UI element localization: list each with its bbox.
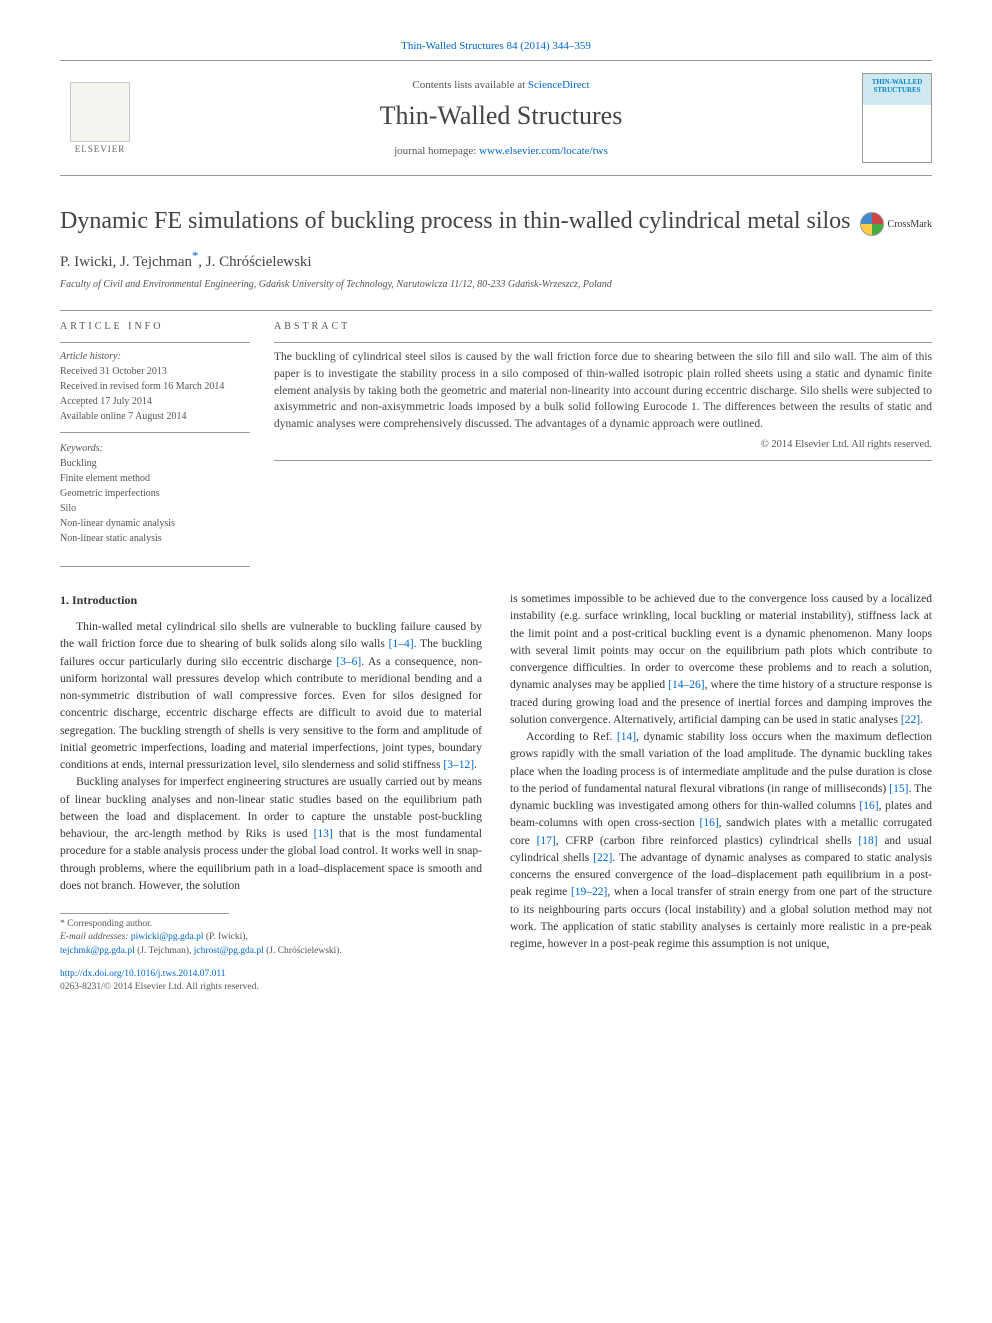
citation-ref[interactable]: [14] <box>617 731 636 743</box>
citation-ref[interactable]: [16] <box>700 817 719 829</box>
corresponding-footnote: * Corresponding author. E-mail addresses… <box>60 918 482 958</box>
paragraph: According to Ref. [14], dynamic stabilit… <box>510 729 932 953</box>
journal-homepage: journal homepage: www.elsevier.com/locat… <box>140 145 862 157</box>
publisher-logo: ELSEVIER <box>60 78 140 158</box>
author-email[interactable]: piwicki@pg.gda.pl <box>131 932 204 942</box>
section-heading: 1. Introduction <box>60 591 482 609</box>
keyword: Finite element method <box>60 473 150 484</box>
citation-ref[interactable]: [17] <box>537 835 556 847</box>
abstract-column: ABSTRACT The buckling of cylindrical ste… <box>274 321 932 546</box>
citation-ref[interactable]: [22] <box>593 852 612 864</box>
article-history: Article history: Received 31 October 201… <box>60 349 250 433</box>
keyword: Non-linear dynamic analysis <box>60 518 175 529</box>
divider <box>274 460 932 461</box>
article-title: Dynamic FE simulations of buckling proce… <box>60 206 932 237</box>
citation-ref[interactable]: [13] <box>314 828 333 840</box>
keyword: Non-linear static analysis <box>60 533 162 544</box>
keyword: Buckling <box>60 458 97 469</box>
citation-ref[interactable]: [15] <box>889 783 908 795</box>
contents-prefix: Contents lists available at <box>412 79 527 91</box>
sciencedirect-link[interactable]: ScienceDirect <box>528 79 590 91</box>
citation-link[interactable]: Thin-Walled Structures 84 (2014) 344–359 <box>401 40 591 52</box>
abstract-heading: ABSTRACT <box>274 321 932 332</box>
contents-available: Contents lists available at ScienceDirec… <box>140 79 862 91</box>
doi-block: http://dx.doi.org/10.1016/j.tws.2014.07.… <box>60 968 482 995</box>
authors-leading: P. Iwicki, J. Tejchman <box>60 254 192 270</box>
email-label: E-mail addresses: <box>60 932 131 942</box>
author-email[interactable]: tejchmk@pg.gda.pl <box>60 946 135 956</box>
keyword: Silo <box>60 503 76 514</box>
footnote-separator <box>60 913 229 914</box>
received-date: Received 31 October 2013 <box>60 366 167 377</box>
doi-link[interactable]: http://dx.doi.org/10.1016/j.tws.2014.07.… <box>60 969 225 979</box>
keyword: Geometric imperfections <box>60 488 160 499</box>
affiliation: Faculty of Civil and Environmental Engin… <box>60 279 932 290</box>
keywords-block: Keywords: Buckling Finite element method… <box>60 441 250 546</box>
abstract-text: The buckling of cylindrical steel silos … <box>274 349 932 432</box>
keywords-label: Keywords: <box>60 443 103 454</box>
accepted-date: Accepted 17 July 2014 <box>60 396 152 407</box>
cover-title: THIN-WALLED STRUCTURES <box>863 74 931 94</box>
author-name-suffix: (J. Tejchman), <box>135 946 194 956</box>
homepage-prefix: journal homepage: <box>394 145 479 157</box>
online-date: Available online 7 August 2014 <box>60 411 186 422</box>
crossmark-badge[interactable]: CrossMark <box>860 212 932 236</box>
body-columns: 1. Introduction Thin-walled metal cylind… <box>60 591 932 994</box>
publisher-name: ELSEVIER <box>75 144 126 154</box>
revised-date: Received in revised form 16 March 2014 <box>60 381 224 392</box>
citation-ref[interactable]: [14–26] <box>668 679 704 691</box>
author-email[interactable]: jchrost@pg.gda.pl <box>194 946 264 956</box>
divider <box>274 342 932 343</box>
journal-cover-thumbnail: THIN-WALLED STRUCTURES <box>862 73 932 163</box>
journal-header: ELSEVIER Contents lists available at Sci… <box>60 60 932 176</box>
crossmark-label: CrossMark <box>888 219 932 230</box>
citation-ref[interactable]: [18] <box>858 835 877 847</box>
paragraph: Thin-walled metal cylindrical silo shell… <box>60 619 482 774</box>
issn-copyright: 0263-8231/© 2014 Elsevier Ltd. All right… <box>60 982 259 992</box>
article-info-heading: ARTICLE INFO <box>60 321 250 332</box>
history-label: Article history: <box>60 351 121 362</box>
author-list: P. Iwicki, J. Tejchman*, J. Chróścielews… <box>60 249 932 271</box>
authors-tail: , J. Chróścielewski <box>198 254 311 270</box>
elsevier-tree-icon <box>70 82 130 142</box>
journal-title: Thin-Walled Structures <box>140 101 862 131</box>
column-right: is sometimes impossible to be achieved d… <box>510 591 932 994</box>
divider <box>60 566 250 567</box>
divider <box>60 342 250 343</box>
citation-ref[interactable]: [16] <box>859 800 878 812</box>
corresponding-label: * Corresponding author. <box>60 919 152 929</box>
column-left: 1. Introduction Thin-walled metal cylind… <box>60 591 482 994</box>
crossmark-icon <box>860 212 884 236</box>
paragraph: Buckling analyses for imperfect engineer… <box>60 774 482 895</box>
citation-ref[interactable]: [22] <box>901 714 920 726</box>
abstract-copyright: © 2014 Elsevier Ltd. All rights reserved… <box>274 439 932 450</box>
citation-ref[interactable]: [19–22] <box>571 886 607 898</box>
paragraph: is sometimes impossible to be achieved d… <box>510 591 932 729</box>
journal-citation: Thin-Walled Structures 84 (2014) 344–359 <box>60 40 932 52</box>
homepage-link[interactable]: www.elsevier.com/locate/tws <box>479 145 608 157</box>
citation-ref[interactable]: [3–6] <box>336 656 361 668</box>
article-info-sidebar: ARTICLE INFO Article history: Received 3… <box>60 321 250 546</box>
divider <box>60 310 932 311</box>
author-name-suffix: (P. Iwicki), <box>204 932 248 942</box>
citation-ref[interactable]: [1–4] <box>389 638 414 650</box>
citation-ref[interactable]: [3–12] <box>443 759 474 771</box>
author-name-suffix: (J. Chróścielewski). <box>264 946 342 956</box>
